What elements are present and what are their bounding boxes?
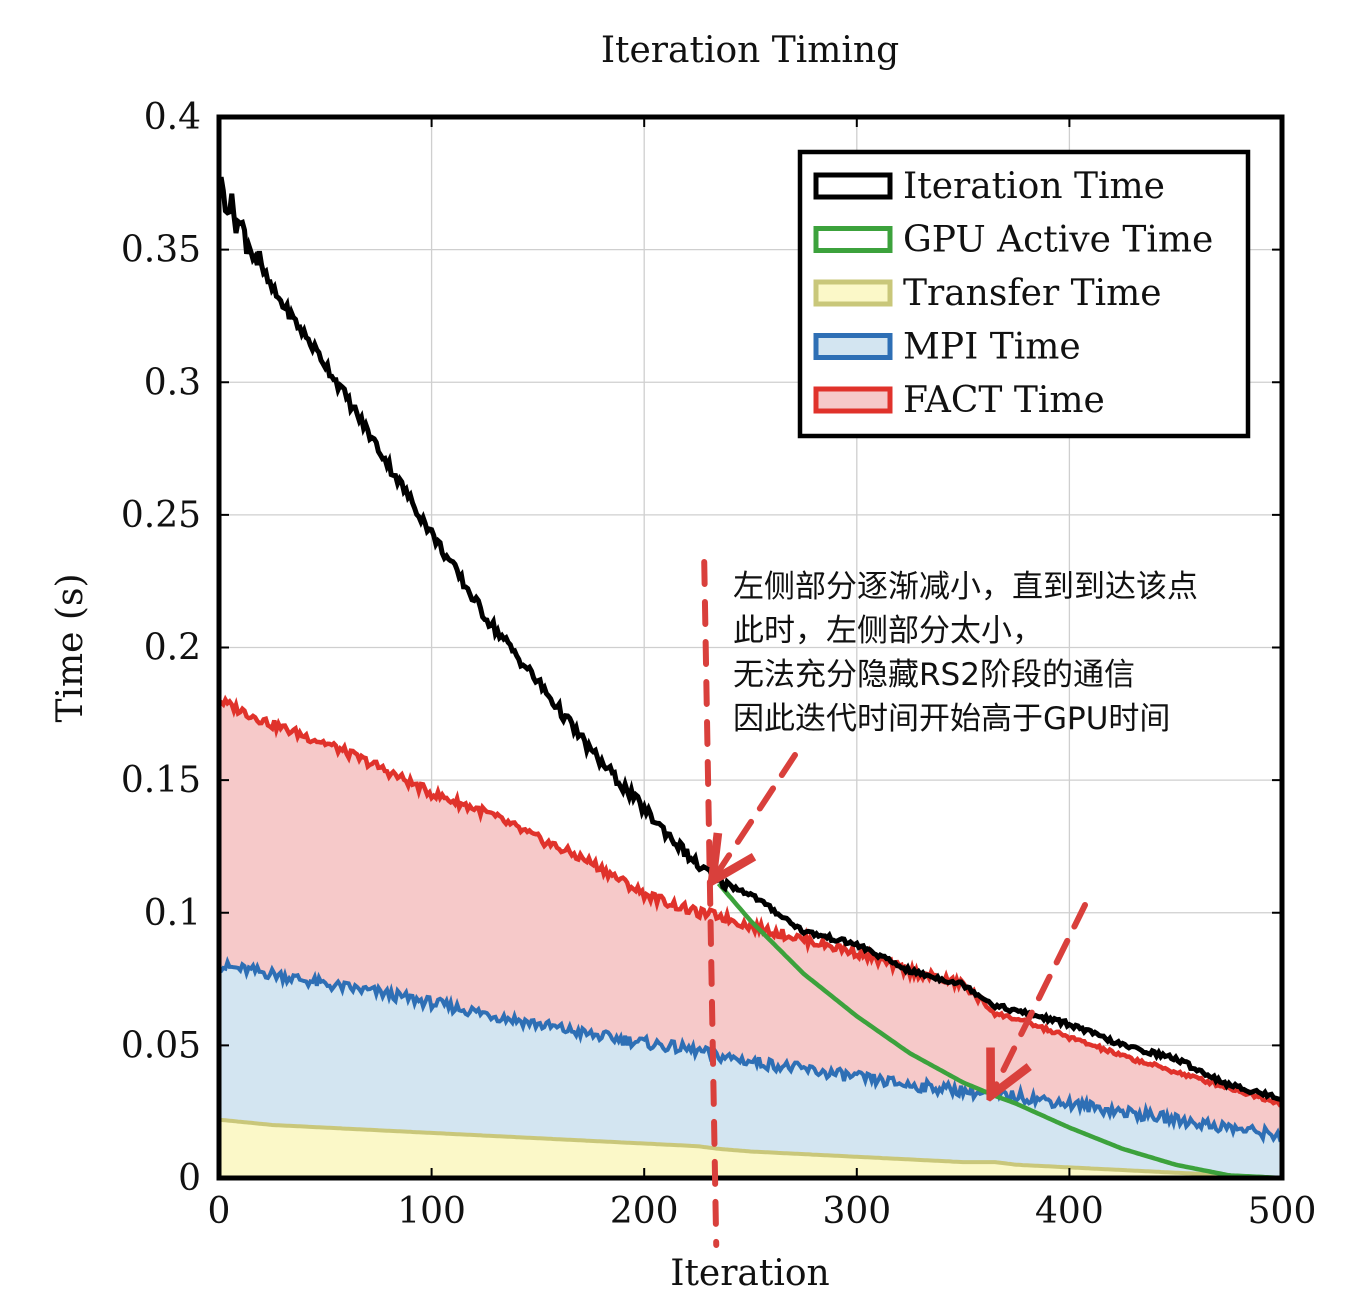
transfer-time-area	[219, 1119, 1282, 1178]
y-tick-label: 0.05	[121, 1025, 201, 1066]
legend-label: GPU Active Time	[903, 220, 1213, 261]
y-tick-label: 0.35	[121, 230, 201, 271]
x-axis-label: Iteration	[670, 1253, 830, 1294]
y-axis-label: Time (s)	[50, 574, 91, 723]
mpi-time-line	[219, 956, 1282, 1145]
transfer-time-line	[219, 1117, 1282, 1178]
annotation-text-line: 此时，左侧部分太小，	[733, 613, 1043, 649]
y-tick-label: 0.25	[121, 495, 201, 536]
annotation-text-line: 左侧部分逐渐减小，直到到达该点	[733, 569, 1198, 605]
y-tick-label: 0	[178, 1158, 201, 1199]
annotation-text-line: 无法充分隐藏RS2阶段的通信	[733, 657, 1135, 693]
x-tick-label: 0	[208, 1191, 231, 1232]
iteration-time-line	[219, 176, 1282, 1102]
x-axis-ticks: 0 100 200 300 400 500	[208, 117, 1317, 1232]
chart-title: Iteration Timing	[601, 30, 899, 71]
annotation-arrow	[991, 902, 1088, 1096]
legend-label: FACT Time	[903, 380, 1105, 421]
x-tick-label: 500	[1248, 1191, 1317, 1232]
legend-label: MPI Time	[903, 327, 1081, 368]
x-tick-label: 400	[1035, 1191, 1104, 1232]
y-tick-label: 0.4	[144, 97, 201, 138]
legend-swatch	[813, 172, 893, 200]
x-tick-label: 300	[822, 1191, 891, 1232]
x-tick-label: 100	[397, 1191, 466, 1232]
y-tick-label: 0.3	[144, 362, 201, 403]
annotation-marker-line	[701, 559, 720, 1248]
y-axis-ticks: 0 0.05 0.1 0.15 0.2 0.25 0.3 0.35 0.4	[121, 97, 1282, 1199]
y-tick-label: 0.15	[121, 760, 201, 801]
x-tick-label: 200	[610, 1191, 679, 1232]
legend-swatch	[813, 279, 893, 307]
legend-label: Transfer Time	[903, 273, 1162, 314]
legend-swatch	[813, 333, 893, 360]
legend-swatch	[813, 386, 893, 414]
mpi-time-area	[219, 961, 1282, 1178]
legend: Iteration Time GPU Active Time Transfer Ti…	[797, 149, 1251, 439]
y-tick-label: 0.2	[144, 628, 201, 669]
area-fills	[219, 699, 1282, 1178]
y-tick-label: 0.1	[144, 893, 201, 934]
legend-label: Iteration Time	[903, 166, 1165, 207]
annotation-text-line: 因此迭代时间开始高于GPU时间	[733, 701, 1170, 737]
annotation-arrow	[712, 752, 798, 881]
legend-swatch	[813, 226, 893, 253]
